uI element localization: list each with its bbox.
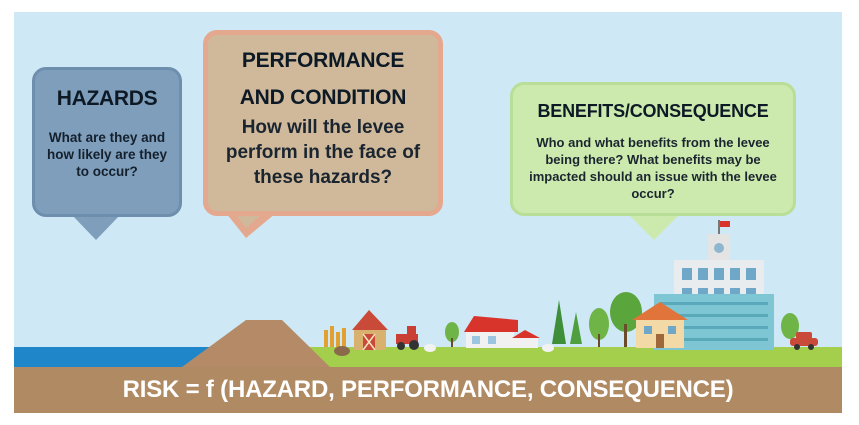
risk-formula: RISK = f (HAZARD, PERFORMANCE, CONSEQUEN… — [122, 376, 734, 403]
performance-bubble: PERFORMANCE AND CONDITION How will the l… — [203, 30, 443, 216]
illustration-scene: HAZARDS What are they and how likely are… — [14, 12, 842, 367]
farm-icon — [324, 310, 554, 356]
landscape-illustration — [14, 204, 842, 367]
city-buildings-icon — [632, 220, 774, 350]
formula-bar: RISK = f (HAZARD, PERFORMANCE, CONSEQUEN… — [14, 367, 842, 413]
benefits-bubble-tail — [626, 212, 682, 240]
hazards-bubble: HAZARDS What are they and how likely are… — [32, 67, 182, 217]
benefits-title: BENEFITS/CONSEQUENCE — [537, 101, 769, 121]
house-icon — [464, 316, 540, 348]
hazards-title: HAZARDS — [56, 87, 158, 110]
car-icon — [790, 332, 818, 350]
hazards-text: What are they and how likely are they to… — [46, 130, 168, 179]
performance-title-line1: PERFORMANCE — [241, 49, 405, 72]
performance-text: How will the levee perform in the face o… — [225, 117, 421, 188]
performance-title-line2: AND CONDITION — [239, 86, 407, 109]
hazards-bubble-tail — [72, 215, 120, 240]
water — [14, 347, 214, 367]
levee-icon — [182, 320, 330, 367]
benefits-bubble: BENEFITS/CONSEQUENCE Who and what benefi… — [510, 82, 796, 216]
benefits-text: Who and what benefits from the levee bei… — [529, 135, 777, 201]
